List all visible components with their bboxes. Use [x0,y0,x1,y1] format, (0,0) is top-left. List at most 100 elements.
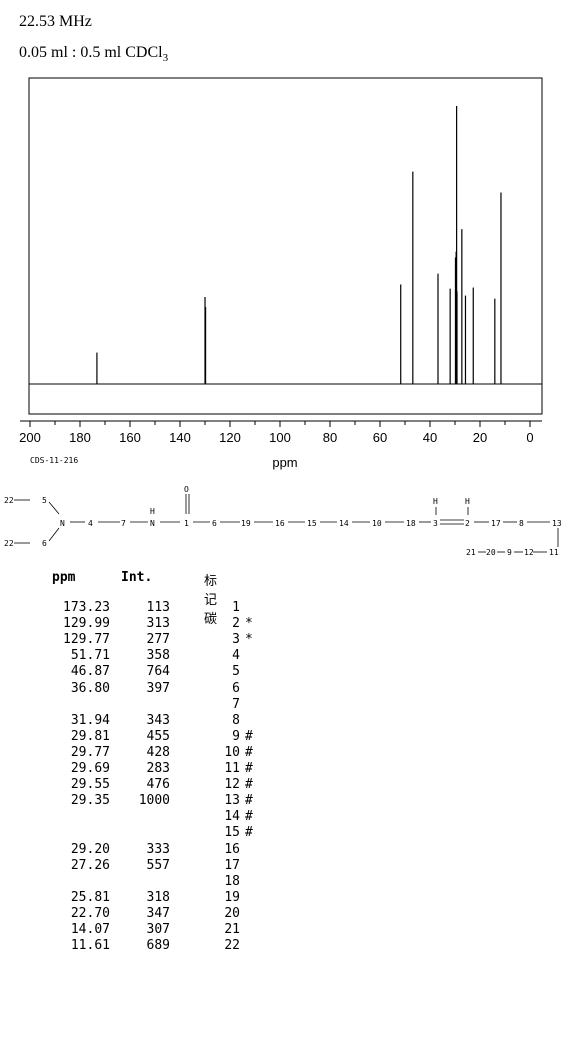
x-axis-tick-label: 160 [119,430,141,445]
struct-label: H [465,497,470,506]
ppm-cell: 29.20 [70,841,110,857]
intensity-cell: 313 [146,616,170,632]
x-axis-tick-label: 60 [373,430,387,445]
column-header-carbon: 标记碳 [204,574,218,627]
intensity-cell: 428 [146,744,170,760]
struct-label: 20 [486,548,496,557]
struct-label: 14 [339,519,349,528]
x-axis-tick-label: 120 [219,430,241,445]
struct-label: 8 [519,519,524,528]
carbon-cell: 1 [232,600,240,615]
molecule-structure: 22 5 N 4 7 H N O 1 6 19 16 15 14 10 18 H… [4,485,562,557]
x-axis-tick-label: 20 [473,430,487,445]
spectrometer-frequency: 22.53 MHz [19,13,92,30]
table-row: 14.07 307 21 [40,922,340,938]
carbon-cell: 19 [224,889,240,905]
x-axis-ticks: 200 180 160 140 120 100 80 60 40 20 0 [19,421,534,445]
struct-label: 6 [42,539,47,548]
ppm-cell: 129.99 [63,616,110,632]
table-row: 22.70 347 20 [40,906,340,922]
table-row: 29.20 333 16 [40,842,340,858]
carbon-cell: 13 [224,793,240,809]
struct-label: 22 [4,496,14,505]
table-row: 27.26 557 17 [40,858,340,874]
struct-label: 3 [433,519,438,528]
table-row: 31.94 343 8 [40,713,340,729]
carbon-cell: 15 [224,825,240,841]
table-row: 25.81 318 19 [40,890,340,906]
table-row: 29.35 1000 13 # [40,793,340,809]
intensity-cell: 455 [146,728,170,744]
carbon-cell: 21 [224,922,240,937]
struct-label: 19 [241,519,251,528]
intensity-cell: 333 [146,841,170,857]
carbon-cell: 6 [232,680,240,696]
intensity-cell: 347 [146,905,170,921]
struct-label: 2 [465,519,470,528]
table-row: 129.99 313 2 * [40,616,340,632]
table-row: 29.77 428 10 # [40,745,340,761]
mark-cell: # [245,728,253,744]
struct-label: N [60,519,65,528]
struct-label: 6 [212,519,217,528]
ppm-cell: 173.23 [63,600,110,615]
table-row: 36.80 397 6 [40,681,340,697]
x-axis-tick-label: 80 [323,430,337,445]
intensity-cell: 397 [146,680,170,696]
column-header-ppm: ppm [52,570,76,585]
table-row: 29.81 455 9 # [40,729,340,745]
struct-label: 11 [549,548,559,557]
intensity-cell: 764 [146,664,170,680]
carbon-cell: 5 [232,664,240,680]
struct-label: 17 [491,519,501,528]
carbon-cell: 17 [224,857,240,873]
plot-frame [28,77,543,415]
table-row: 11.61 689 22 [40,938,340,954]
table-row: 173.23 113 1 [40,600,340,616]
struct-label: O [184,485,189,494]
struct-label: 9 [507,548,512,557]
ppm-cell: 29.81 [70,728,110,744]
nmr-spectrum-chart: 200 180 160 140 120 100 80 60 40 20 0 ppm [19,77,543,470]
sample-conditions: 0.05 ml : 0.5 ml CDCl3 [19,44,168,64]
carbon-cell: 10 [224,744,240,760]
table-row: 129.77 277 3 * [40,632,340,648]
ppm-cell: 51.71 [70,648,110,664]
mark-cell: # [245,825,253,841]
ppm-cell: 29.35 [70,793,110,809]
mark-cell: # [245,809,253,825]
carbon-cell: 3 [232,632,240,648]
ppm-cell: 36.80 [70,680,110,696]
ppm-cell: 46.87 [70,664,110,680]
intensity-cell: 689 [146,938,170,954]
ppm-cell: 14.07 [70,922,110,937]
carbon-cell: 4 [232,648,240,664]
struct-label: 18 [406,519,416,528]
struct-label: H [150,507,155,516]
x-axis-tick-label: 140 [169,430,191,445]
struct-label: 7 [121,519,126,528]
carbon-cell: 16 [224,841,240,857]
mark-cell: # [245,777,253,793]
x-axis-tick-label: 200 [19,430,41,445]
ppm-cell: 129.77 [63,632,110,648]
mark-cell: * [245,632,253,648]
intensity-cell: 557 [146,857,170,873]
struct-label: 13 [552,519,562,528]
struct-label: 22 [4,539,14,548]
intensity-cell: 1000 [138,793,170,809]
ppm-cell: 25.81 [70,889,110,905]
carbon-cell: 2 [232,616,240,632]
carbon-cell: 22 [224,938,240,954]
ppm-cell: 22.70 [70,905,110,921]
table-row: 18 [40,874,340,890]
struct-label: 21 [466,548,476,557]
struct-label: N [150,519,155,528]
carbon-cell: 20 [224,905,240,921]
table-row: 51.71 358 4 [40,648,340,664]
intensity-cell: 476 [146,777,170,793]
intensity-cell: 113 [146,600,170,615]
table-row: 29.69 283 11 # [40,761,340,777]
x-axis-tick-label: 40 [423,430,437,445]
carbon-cell: 8 [232,712,240,728]
